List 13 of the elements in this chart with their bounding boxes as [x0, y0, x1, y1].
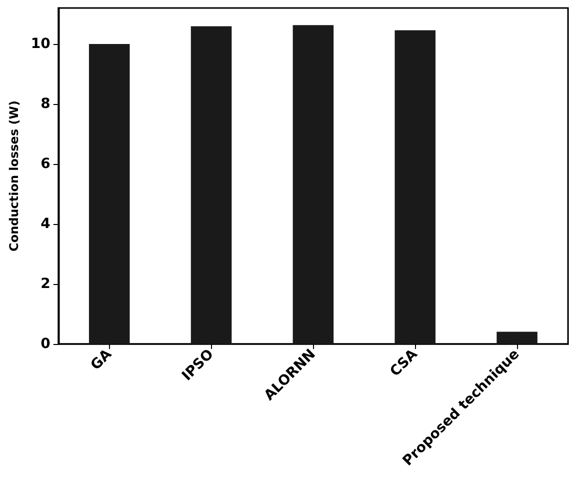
- y-tick-label: 2: [40, 276, 50, 292]
- bar: [394, 30, 436, 344]
- y-tick-label: 0: [40, 336, 51, 352]
- y-tick-label: 10: [30, 36, 51, 52]
- y-tick-label: 8: [40, 96, 50, 112]
- x-tick-label: GA: [88, 346, 116, 374]
- bar: [190, 26, 232, 344]
- bar: [292, 25, 334, 344]
- y-tick-label: 4: [40, 216, 51, 232]
- y-tick-label: 6: [40, 156, 50, 172]
- bar: [88, 44, 130, 344]
- bar: [496, 332, 538, 344]
- y-axis-title: Conduction losses (W): [7, 100, 21, 252]
